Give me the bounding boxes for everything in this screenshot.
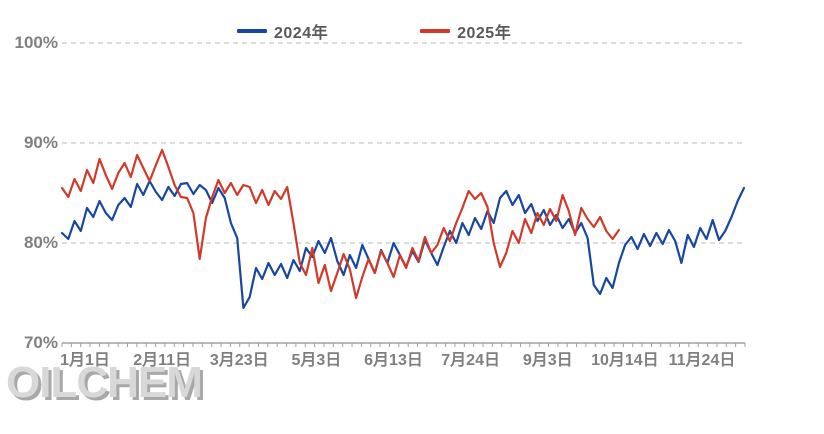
y-axis-label-70: 70% xyxy=(23,333,58,352)
x-axis-label-6: 7月24日 xyxy=(441,352,500,369)
legend-line-swatch-2024 xyxy=(237,29,267,33)
legend-item-2025: 2025年 xyxy=(420,19,511,43)
x-axis-label-8: 10月14日 xyxy=(591,352,659,369)
legend-line-swatch-2025 xyxy=(420,29,451,33)
x-axis-label-3: 3月23日 xyxy=(209,352,269,369)
x-axis-label-5: 6月13日 xyxy=(364,352,423,369)
oilchem-watermark-logo: OILCHEM xyxy=(6,358,203,407)
x-axis-label-9: 11月24日 xyxy=(668,352,736,369)
legend-label-2024: 2024年 xyxy=(274,25,329,42)
x-axis-label-7: 9月3日 xyxy=(522,352,573,369)
series-line-2024年 xyxy=(60,179,746,310)
chart-legend: 2024年 2025年 xyxy=(237,19,511,43)
legend-item-2024: 2024年 xyxy=(237,19,328,43)
legend-label-2025: 2025年 xyxy=(457,25,512,42)
y-axis-label-100: 100% xyxy=(14,33,58,52)
y-axis-label-90: 90% xyxy=(23,133,58,152)
y-axis-label-80: 80% xyxy=(23,233,58,252)
series-line-2025年 xyxy=(60,148,621,300)
x-axis-label-1: 1月1日 xyxy=(60,352,110,369)
x-axis-label-2: 2月11日 xyxy=(133,352,192,369)
x-axis-label-4: 5月3日 xyxy=(291,352,342,369)
